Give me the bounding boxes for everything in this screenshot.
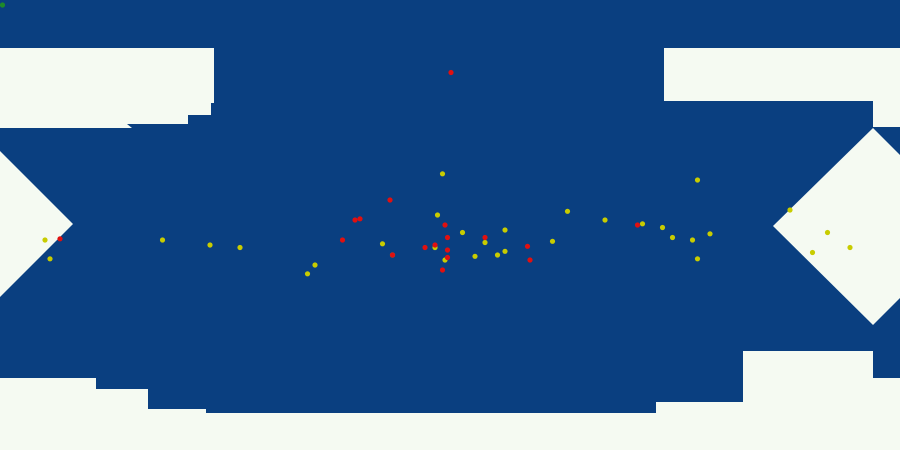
yellow-marker[interactable] (689, 237, 696, 243)
yellow-marker[interactable] (304, 271, 311, 277)
yellow-marker[interactable] (669, 234, 676, 241)
red-marker[interactable] (339, 237, 346, 243)
red-marker[interactable] (422, 244, 428, 251)
yellow-marker[interactable] (237, 244, 243, 251)
red-marker[interactable] (444, 254, 451, 261)
yellow-marker[interactable] (207, 242, 213, 248)
red-marker[interactable] (444, 247, 451, 253)
yellow-marker[interactable] (379, 241, 386, 247)
red-marker[interactable] (448, 69, 454, 76)
yellow-marker[interactable] (502, 248, 508, 254)
red-marker[interactable] (432, 242, 438, 248)
yellow-marker[interactable] (809, 249, 816, 256)
red-marker[interactable] (524, 243, 531, 249)
yellow-marker[interactable] (47, 256, 53, 262)
yellow-marker[interactable] (602, 217, 608, 223)
yellow-marker[interactable] (439, 171, 446, 177)
yellow-marker[interactable] (159, 237, 166, 243)
land-right-triangle (773, 128, 900, 325)
yellow-marker[interactable] (707, 231, 713, 237)
yellow-marker[interactable] (549, 238, 556, 244)
yellow-marker[interactable] (459, 229, 466, 236)
red-marker[interactable] (357, 216, 363, 222)
yellow-marker[interactable] (502, 227, 508, 233)
yellow-marker[interactable] (482, 239, 488, 246)
red-marker[interactable] (634, 222, 641, 228)
yellow-marker[interactable] (694, 177, 701, 183)
red-marker[interactable] (389, 252, 396, 258)
red-marker[interactable] (442, 222, 448, 228)
red-marker[interactable] (444, 234, 451, 241)
marker-layer (0, 2, 853, 277)
yellow-marker[interactable] (312, 262, 318, 268)
yellow-marker[interactable] (639, 221, 646, 227)
red-marker[interactable] (482, 234, 488, 241)
yellow-marker[interactable] (42, 237, 48, 243)
yellow-marker[interactable] (694, 256, 701, 262)
yellow-marker[interactable] (659, 224, 666, 231)
red-marker[interactable] (527, 257, 533, 263)
yellow-marker[interactable] (434, 212, 441, 218)
red-marker[interactable] (387, 197, 393, 203)
yellow-marker[interactable] (824, 229, 831, 236)
red-marker[interactable] (439, 267, 446, 273)
yellow-marker[interactable] (847, 244, 853, 251)
yellow-marker[interactable] (787, 207, 793, 213)
red-marker[interactable] (352, 217, 358, 223)
red-marker[interactable] (57, 236, 63, 242)
water-area (0, 0, 900, 413)
yellow-marker[interactable] (564, 208, 571, 214)
yellow-marker[interactable] (472, 253, 478, 259)
green-marker[interactable] (0, 2, 6, 8)
yellow-marker[interactable] (494, 252, 501, 258)
